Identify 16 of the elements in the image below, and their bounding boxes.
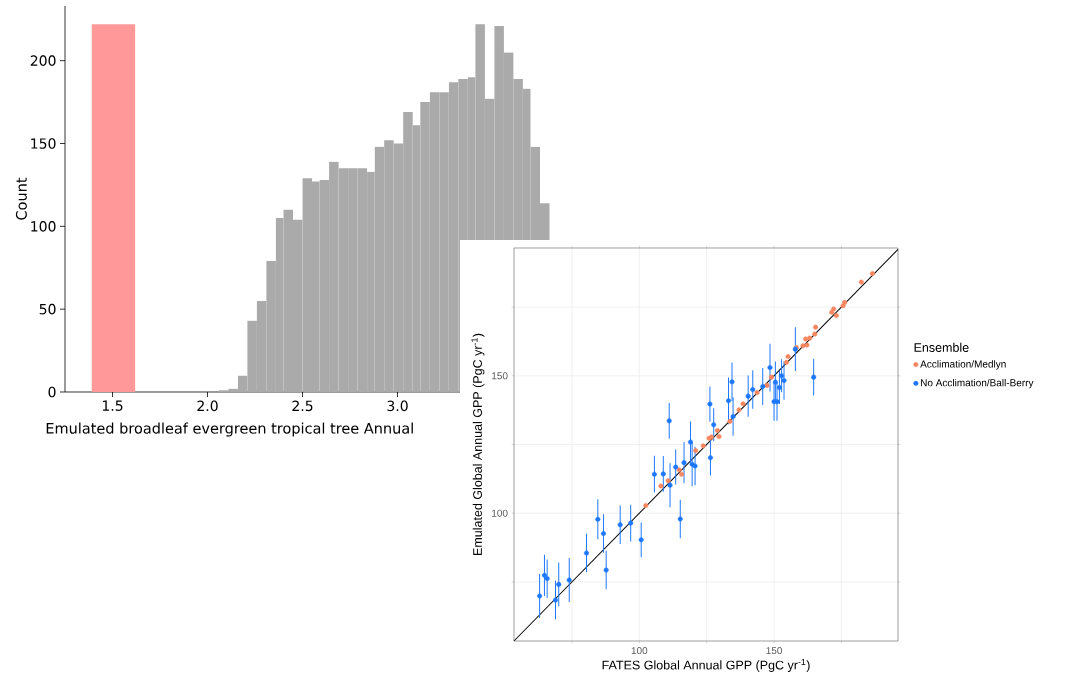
y-tick-label: 50 (39, 303, 56, 315)
legend-label: Acclimation/Medlyn (920, 360, 1006, 370)
x-tick-label: 2.0 (197, 400, 218, 412)
legend-label: No Acclimation/Ball-Berry (920, 378, 1034, 389)
x-tick-label: 1.5 (102, 400, 123, 411)
y-tick-label: 150 (31, 138, 56, 149)
y-tick-label: 200 (30, 55, 56, 66)
y-tick-label: 100 (31, 221, 56, 232)
y-axis-title: Count (15, 177, 27, 220)
y-tick-label: 0 (48, 386, 56, 398)
x-axis-title: Emulated broadleaf evergreen tropical tree Annual (46, 422, 413, 437)
y-axis-title: Emulated Global Annual GPP (PgC yr$^{-1}$) (471, 333, 485, 555)
x-tick-label: 3.0 (387, 400, 408, 412)
x-axis-title: FATES Global Annual GPP (PgC yr$^{-1}$) (602, 658, 810, 672)
legend-title: Ensemble (914, 342, 969, 352)
x-tick-label: 2.5 (292, 400, 313, 412)
